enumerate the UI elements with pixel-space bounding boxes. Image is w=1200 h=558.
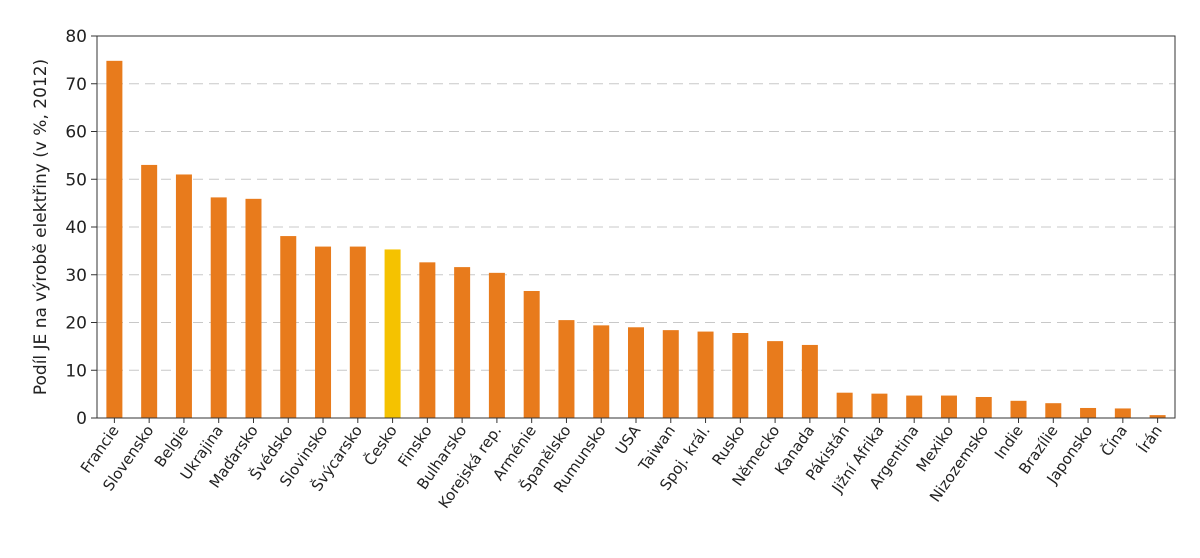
bar (1114, 408, 1131, 418)
bar (106, 60, 123, 418)
y-tick-label: 0 (76, 409, 87, 429)
bar (732, 333, 749, 418)
y-axis-ticks: 0 10 20 30 40 50 60 70 80 (65, 27, 97, 429)
y-tick-label: 20 (65, 314, 87, 334)
bar (349, 246, 366, 418)
bar (697, 331, 714, 418)
bar (315, 246, 332, 418)
y-tick-label: 50 (65, 170, 87, 190)
y-tick-label: 80 (65, 27, 87, 47)
y-tick-label: 40 (65, 218, 87, 238)
bar (419, 262, 436, 418)
x-axis-labels: FrancieSlovenskoBelgieUkrajinaMaďarskoŠv… (77, 418, 1166, 512)
bar (836, 392, 853, 418)
bar (280, 236, 297, 418)
y-tick-label: 30 (65, 266, 87, 286)
bar (175, 174, 192, 418)
x-tick-label: Írán (1134, 421, 1166, 456)
bar (593, 325, 610, 418)
bar (975, 396, 992, 418)
bar (940, 395, 957, 418)
x-tick-label: Čína (1096, 421, 1131, 459)
x-tick-label: Česko (360, 421, 401, 469)
y-tick-label: 10 (65, 361, 87, 381)
bar (245, 198, 262, 418)
bar (141, 164, 158, 418)
bar (384, 249, 401, 418)
x-tick-label: Indie (991, 422, 1027, 463)
bar (1149, 415, 1166, 418)
y-tick-label: 70 (65, 75, 87, 95)
bar (1045, 403, 1062, 418)
bar (871, 393, 888, 418)
bar (558, 320, 575, 418)
x-tick-label: USA (612, 421, 645, 457)
grid-lines (97, 83, 1175, 371)
y-axis-title: Podíl JE na výrobě elektřiny (v %, 2012) (31, 59, 51, 395)
bar (767, 341, 784, 418)
bar (662, 330, 679, 418)
bar (454, 267, 471, 418)
y-tick-label: 60 (65, 123, 87, 143)
bar (488, 272, 505, 418)
bar (1080, 407, 1097, 418)
bars (106, 60, 1166, 418)
bar (628, 327, 644, 418)
bar (801, 344, 818, 418)
bar (1010, 400, 1027, 418)
bar (906, 395, 923, 418)
bar (210, 197, 227, 418)
bar (523, 290, 540, 418)
